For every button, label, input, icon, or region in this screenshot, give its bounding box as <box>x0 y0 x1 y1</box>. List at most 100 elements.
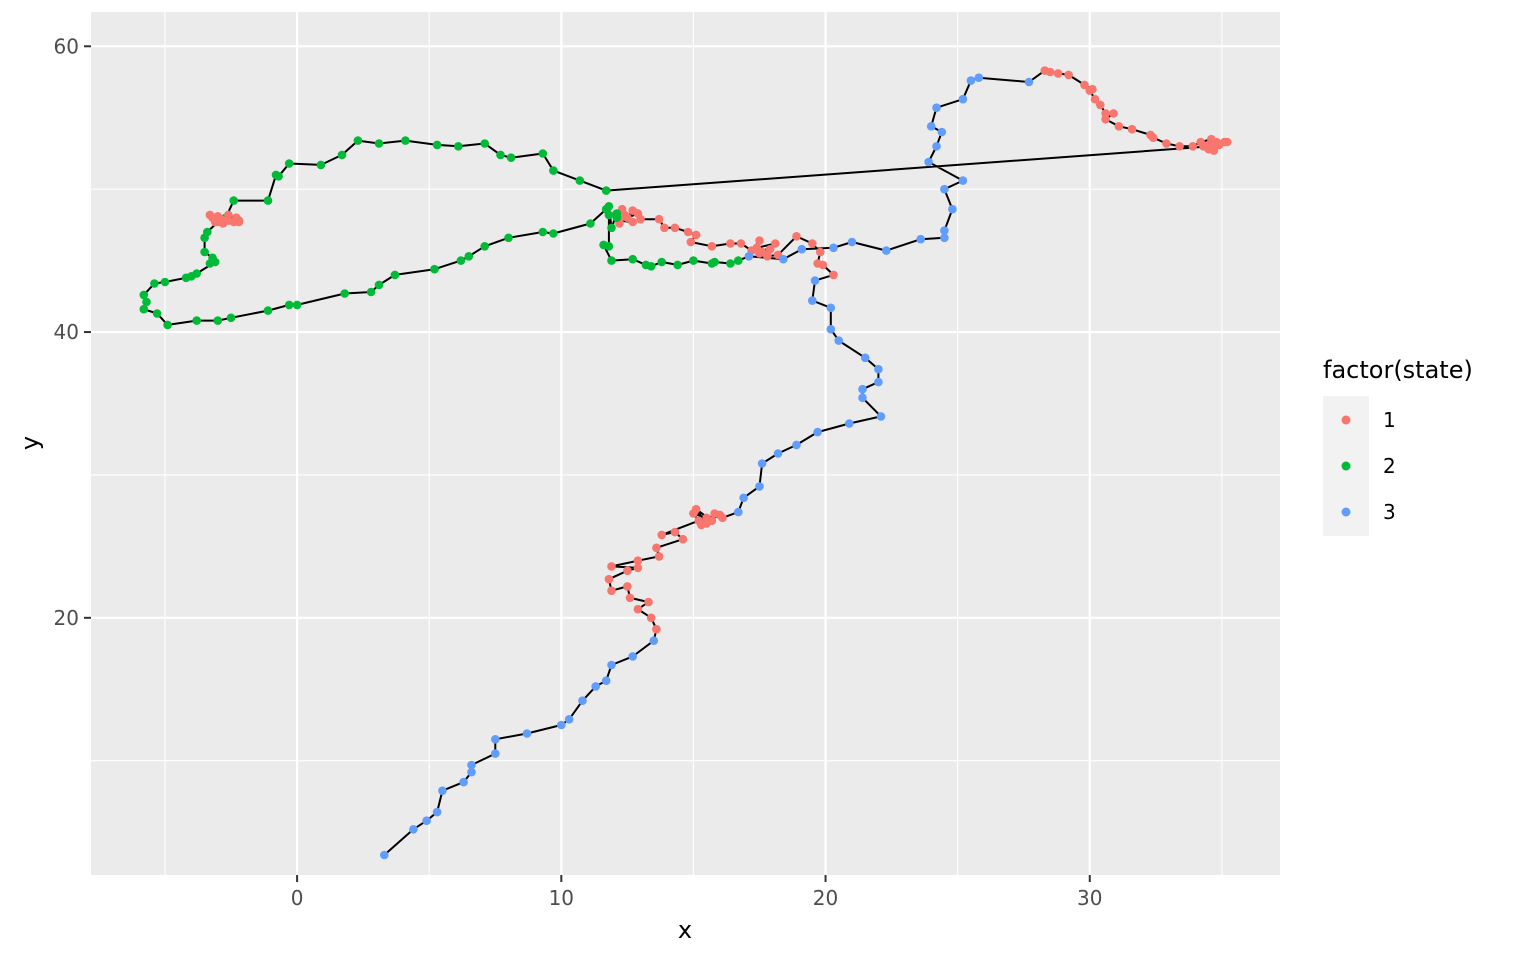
data-point-state-3 <box>491 735 500 744</box>
x-tick-label: 0 <box>291 886 304 910</box>
data-point-state-1 <box>1222 137 1232 147</box>
data-point-state-1 <box>771 239 780 248</box>
data-point-state-2 <box>504 233 513 243</box>
data-point-state-1 <box>1064 70 1073 80</box>
data-point-state-1 <box>1114 122 1124 131</box>
data-point-state-3 <box>779 254 788 264</box>
data-point-state-3 <box>591 682 600 691</box>
data-point-state-1 <box>1175 142 1184 151</box>
legend-label-2: 2 <box>1383 454 1396 478</box>
data-point-state-3 <box>810 276 820 285</box>
data-point-state-3 <box>380 850 389 860</box>
y-tick-label: 60 <box>54 34 79 58</box>
data-point-state-1 <box>736 239 746 248</box>
data-point-state-2 <box>139 304 149 314</box>
data-point-state-2 <box>464 251 474 261</box>
data-point-state-1 <box>660 223 669 233</box>
data-point-state-3 <box>808 296 817 305</box>
data-point-state-2 <box>229 196 238 205</box>
data-point-state-3 <box>773 449 783 458</box>
data-point-state-3 <box>467 760 476 770</box>
legend-key-2 <box>1341 461 1351 471</box>
data-point-state-3 <box>937 127 947 137</box>
legend-key-3 <box>1341 507 1351 517</box>
plot-panel <box>91 12 1280 875</box>
data-point-state-1 <box>633 563 643 573</box>
data-point-state-1 <box>633 604 643 614</box>
data-point-state-3 <box>940 233 949 243</box>
data-point-state-3 <box>607 660 616 670</box>
legend-key-1 <box>1341 415 1351 425</box>
data-point-state-2 <box>160 277 170 287</box>
legend-label-3: 3 <box>1383 500 1396 524</box>
data-point-state-1 <box>765 244 775 254</box>
data-point-state-3 <box>860 353 870 363</box>
data-point-state-2 <box>454 142 463 151</box>
data-point-state-1 <box>657 530 666 540</box>
data-points <box>139 66 1232 860</box>
data-point-state-3 <box>459 777 468 787</box>
data-point-state-2 <box>139 290 149 300</box>
data-point-state-2 <box>200 233 209 243</box>
data-point-state-3 <box>966 76 976 85</box>
data-point-state-1 <box>1127 124 1137 134</box>
data-point-state-3 <box>826 303 836 313</box>
data-point-state-1 <box>670 527 680 537</box>
data-point-state-2 <box>538 149 548 158</box>
data-point-state-3 <box>845 419 854 428</box>
legend-label-1: 1 <box>1383 408 1396 432</box>
data-point-state-3 <box>1024 77 1034 87</box>
data-point-state-1 <box>633 556 643 565</box>
data-point-state-2 <box>575 176 585 185</box>
data-point-state-3 <box>792 440 801 450</box>
data-point-state-2 <box>142 297 151 307</box>
data-point-state-1 <box>683 227 693 237</box>
data-point-state-2 <box>538 227 548 237</box>
data-point-state-2 <box>628 254 637 264</box>
data-point-state-1 <box>652 624 661 634</box>
data-point-state-3 <box>578 696 587 705</box>
y-axis-title: y <box>16 436 44 450</box>
data-point-state-2 <box>226 313 236 323</box>
y-tick-label: 40 <box>54 320 79 344</box>
data-point-state-3 <box>874 377 883 387</box>
data-point-state-1 <box>628 217 637 227</box>
data-point-state-1 <box>702 519 711 528</box>
data-point-state-1 <box>652 543 661 553</box>
data-point-state-2 <box>284 300 294 310</box>
data-point-state-1 <box>607 586 616 595</box>
data-point-state-2 <box>726 259 735 268</box>
data-point-state-3 <box>628 652 637 661</box>
data-point-state-1 <box>646 613 656 623</box>
data-point-state-2 <box>292 300 302 310</box>
data-point-state-1 <box>686 237 696 247</box>
data-point-state-2 <box>506 153 516 162</box>
data-point-state-2 <box>432 140 442 150</box>
data-point-state-1 <box>1109 109 1118 118</box>
data-point-state-2 <box>181 273 191 283</box>
data-point-state-2 <box>549 229 558 238</box>
data-point-state-2 <box>374 280 384 290</box>
data-point-state-1 <box>633 209 643 218</box>
data-point-state-3 <box>432 807 442 817</box>
data-point-state-3 <box>874 364 883 374</box>
data-point-state-3 <box>940 226 949 235</box>
data-point-state-3 <box>491 749 500 758</box>
data-point-state-3 <box>564 715 574 724</box>
data-point-state-2 <box>601 204 611 214</box>
data-point-state-3 <box>467 767 476 777</box>
data-point-state-2 <box>284 159 294 168</box>
data-point-state-3 <box>744 251 754 261</box>
data-point-state-2 <box>374 139 384 148</box>
data-point-state-3 <box>882 246 891 255</box>
data-point-state-2 <box>601 186 611 195</box>
data-point-state-2 <box>430 264 439 274</box>
data-point-state-2 <box>213 316 223 325</box>
data-point-state-3 <box>858 393 867 403</box>
data-point-state-3 <box>974 73 984 82</box>
data-point-state-3 <box>649 636 659 645</box>
data-point-state-1 <box>755 236 764 245</box>
x-tick-label: 10 <box>549 886 574 910</box>
data-point-state-3 <box>409 825 418 834</box>
data-point-state-3 <box>916 234 925 244</box>
